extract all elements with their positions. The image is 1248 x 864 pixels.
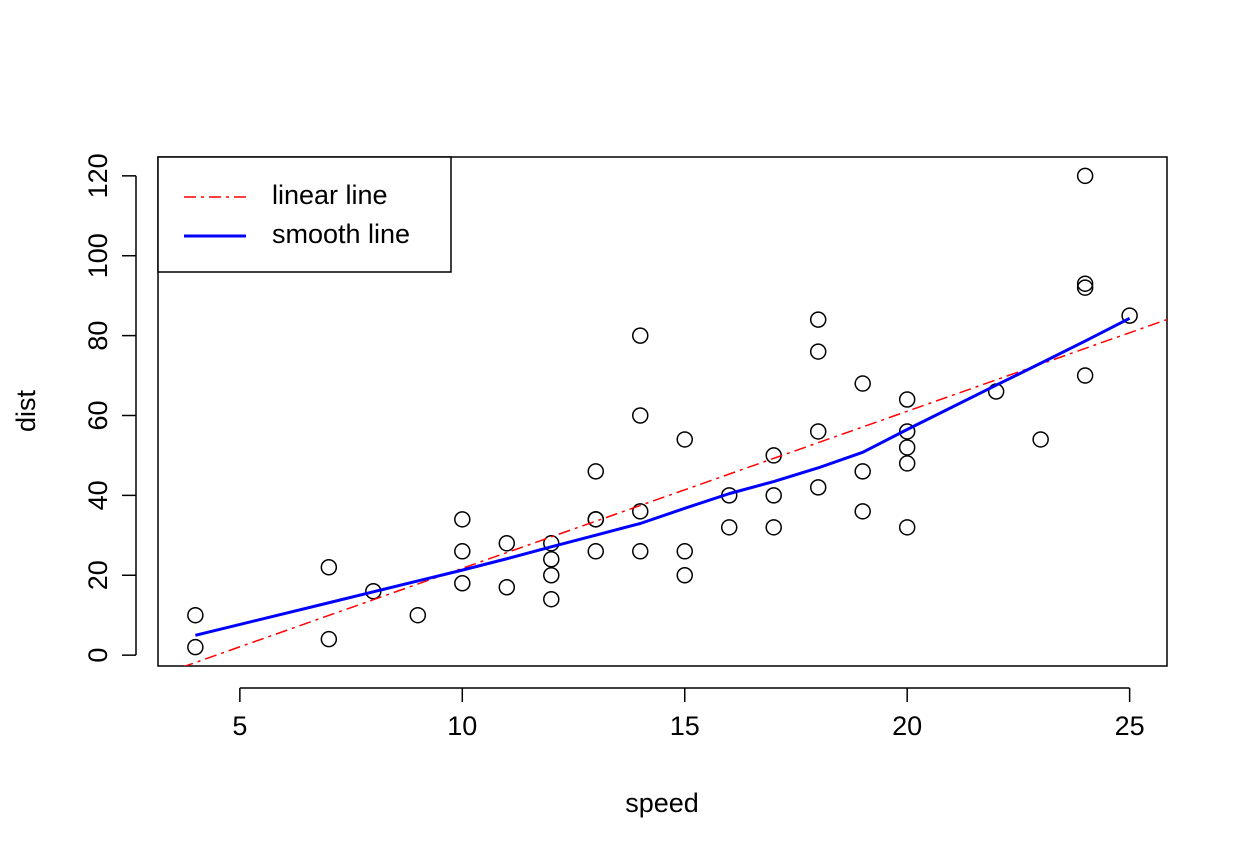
point	[543, 590, 560, 608]
legend-label: smooth line	[272, 219, 410, 249]
point	[809, 311, 827, 328]
smooth-line	[195, 316, 1131, 637]
point	[454, 543, 471, 560]
x-tick-label: 10	[447, 711, 477, 741]
point	[632, 503, 649, 520]
point	[809, 423, 827, 440]
point	[543, 535, 560, 552]
y-tick-label: 60	[83, 400, 113, 430]
x-tick-label: 5	[232, 711, 247, 741]
point	[1076, 275, 1094, 292]
point	[676, 567, 693, 584]
point	[898, 439, 916, 456]
point	[320, 630, 338, 648]
point	[587, 463, 605, 480]
plot-frame	[157, 156, 1168, 667]
y-tick-label: 0	[83, 648, 113, 663]
point	[409, 606, 427, 624]
point	[587, 511, 605, 528]
point	[454, 574, 471, 592]
point	[320, 559, 338, 576]
y-tick-label: 20	[83, 560, 113, 590]
point	[187, 606, 204, 624]
point	[1076, 367, 1094, 384]
point	[454, 511, 471, 528]
point	[498, 535, 516, 552]
x-axis-title: speed	[625, 788, 699, 818]
x-tick-label: 20	[892, 711, 922, 741]
y-tick-label: 120	[83, 153, 113, 198]
y-tick-label: 40	[83, 480, 113, 510]
point	[587, 543, 605, 560]
point	[854, 503, 871, 520]
point	[543, 567, 560, 584]
point	[898, 423, 916, 440]
point	[632, 543, 649, 560]
y-tick-label: 80	[83, 321, 113, 351]
point	[676, 431, 693, 448]
x-tick-label: 25	[1115, 711, 1145, 741]
point	[854, 463, 871, 480]
point	[854, 375, 871, 392]
point	[898, 391, 916, 408]
plot-area	[183, 167, 1167, 666]
point	[187, 638, 204, 656]
y-tick-label: 100	[83, 233, 113, 278]
point	[809, 479, 827, 496]
point	[1076, 167, 1094, 185]
point	[765, 487, 782, 504]
point	[632, 407, 649, 424]
point	[898, 519, 916, 536]
point	[676, 543, 693, 560]
point	[1121, 307, 1138, 324]
y-axis-title: dist	[11, 390, 41, 433]
point	[543, 551, 560, 568]
legend-label: linear line	[272, 180, 388, 210]
point	[765, 447, 782, 464]
point	[1076, 279, 1094, 296]
point	[632, 327, 649, 344]
legend-box	[157, 156, 452, 273]
fit-line	[183, 318, 1167, 666]
point	[498, 578, 516, 596]
point	[809, 343, 827, 360]
point	[765, 519, 782, 536]
point	[898, 455, 916, 472]
point	[1032, 431, 1049, 448]
point	[720, 519, 738, 536]
x-tick-label: 15	[670, 711, 700, 741]
